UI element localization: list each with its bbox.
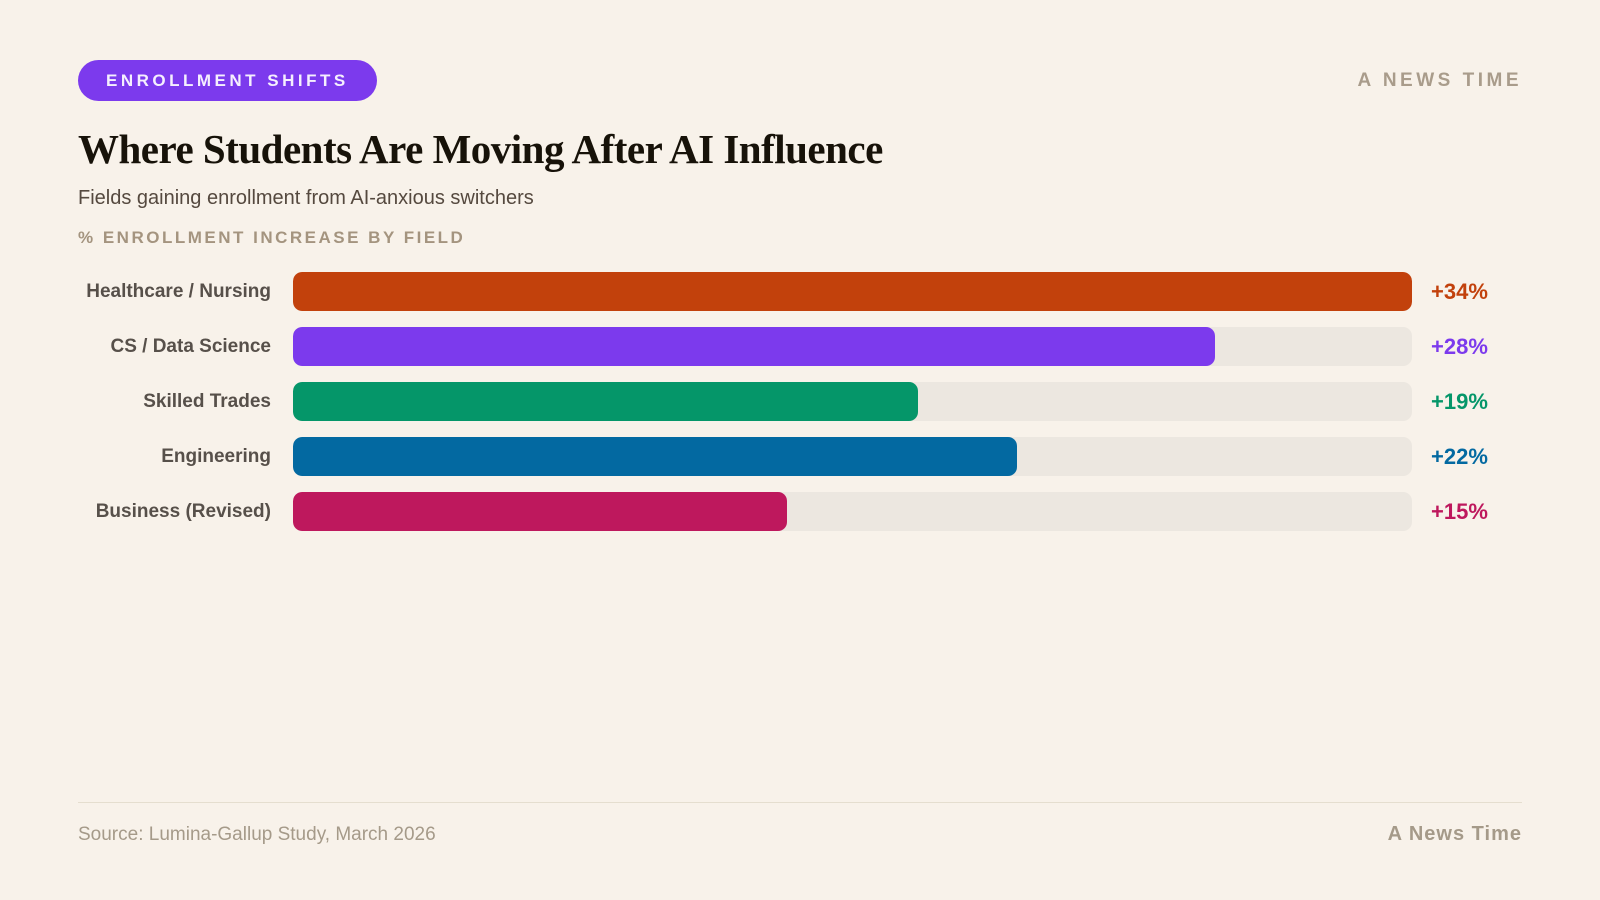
category-label: Business (Revised) [95, 500, 271, 522]
bar-fill [293, 327, 1215, 366]
category-label: Skilled Trades [143, 390, 271, 412]
bar-track [293, 492, 1412, 531]
bar-track [293, 327, 1412, 366]
chart-row: Engineering +22% [78, 429, 1522, 484]
value-label: +15% [1431, 498, 1488, 524]
value-label: +34% [1431, 278, 1488, 304]
footer: Source: Lumina-Gallup Study, March 2026 … [78, 802, 1522, 846]
chart-row: CS / Data Science +28% [78, 319, 1522, 374]
bar-fill [293, 382, 919, 421]
value-label: +19% [1431, 388, 1488, 414]
source-note: Source: Lumina-Gallup Study, March 2026 [78, 823, 436, 845]
bar-chart: Healthcare / Nursing +34% CS / Data Scienc… [78, 264, 1522, 539]
value-label: +28% [1431, 333, 1488, 359]
chart-row: Business (Revised) +15% [78, 484, 1522, 539]
category-label: Healthcare / Nursing [86, 280, 271, 302]
category-badge: ENROLLMENT SHIFTS [78, 60, 377, 101]
chart-row: Healthcare / Nursing +34% [78, 264, 1522, 319]
bar-track [293, 272, 1412, 311]
bar-track [293, 437, 1412, 476]
footer-brand: A News Time [1387, 823, 1522, 845]
axis-label: % ENROLLMENT INCREASE BY FIELD [78, 228, 466, 247]
chart-row: Skilled Trades +19% [78, 374, 1522, 429]
bar-fill [293, 272, 1412, 311]
bar-fill [293, 437, 1018, 476]
bar-track [293, 382, 1412, 421]
value-label: +22% [1431, 443, 1488, 469]
publication-brand: A NEWS TIME [1357, 69, 1522, 91]
top-bar: ENROLLMENT SHIFTS A NEWS TIME [78, 60, 1522, 101]
category-label: Engineering [161, 445, 271, 467]
bar-fill [293, 492, 787, 531]
category-label: CS / Data Science [110, 335, 271, 357]
page-title: Where Students Are Moving After AI Influ… [78, 126, 883, 172]
page-subtitle: Fields gaining enrollment from AI-anxiou… [78, 187, 534, 209]
